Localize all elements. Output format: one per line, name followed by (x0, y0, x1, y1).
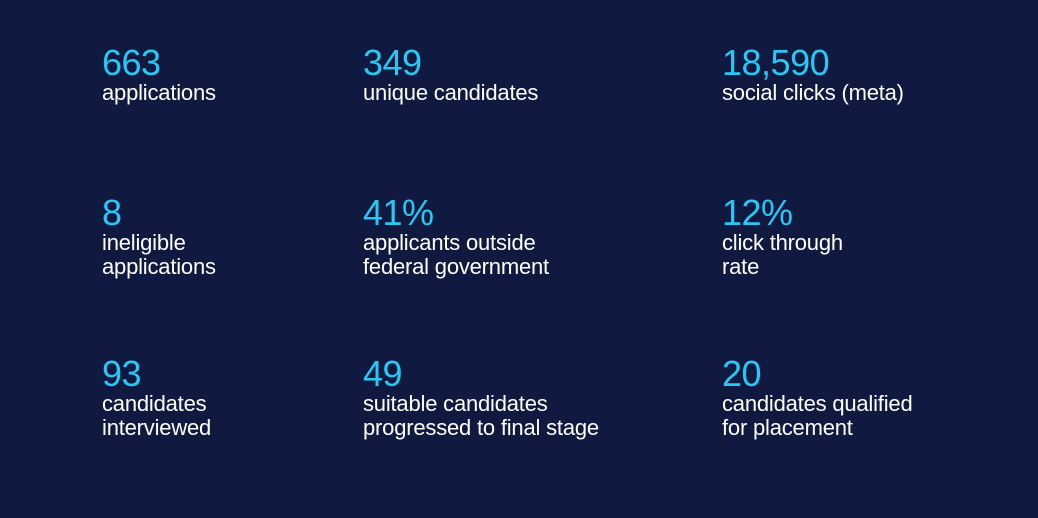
stat-qualified-for-placement: 20 candidates qualified for placement (722, 356, 1012, 440)
stat-ineligible-applications: 8 ineligible applications (102, 195, 392, 279)
stat-unique-candidates: 349 unique candidates (363, 45, 653, 105)
stat-label: applicants outside federal government (363, 230, 549, 279)
stat-value: 93 (102, 353, 142, 394)
stat-label: candidates interviewed (102, 391, 212, 440)
stat-label: applications (102, 80, 216, 105)
stat-value: 8 (102, 192, 122, 233)
stat-value: 12% (722, 192, 793, 233)
stat-candidates-interviewed: 93 candidates interviewed (102, 356, 392, 440)
stat-applications: 663 applications (102, 45, 392, 105)
stat-value: 18,590 (722, 42, 830, 83)
stat-value: 663 (102, 42, 161, 83)
stat-value: 349 (363, 42, 422, 83)
stat-value: 49 (363, 353, 403, 394)
stat-label: candidates qualified for placement (722, 391, 913, 440)
stat-value: 20 (722, 353, 762, 394)
stat-progressed-final-stage: 49 suitable candidates progressed to fin… (363, 356, 653, 440)
stat-applicants-outside-federal: 41% applicants outside federal governmen… (363, 195, 653, 279)
stat-label: unique candidates (363, 80, 539, 105)
stat-social-clicks: 18,590 social clicks (meta) (722, 45, 1012, 105)
stat-label: ineligible applications (102, 230, 216, 279)
stat-label: suitable candidates progressed to final … (363, 391, 599, 440)
stat-label: social clicks (meta) (722, 80, 904, 105)
stat-label: click through rate (722, 230, 843, 279)
stat-click-through-rate: 12% click through rate (722, 195, 1012, 279)
stat-value: 41% (363, 192, 434, 233)
